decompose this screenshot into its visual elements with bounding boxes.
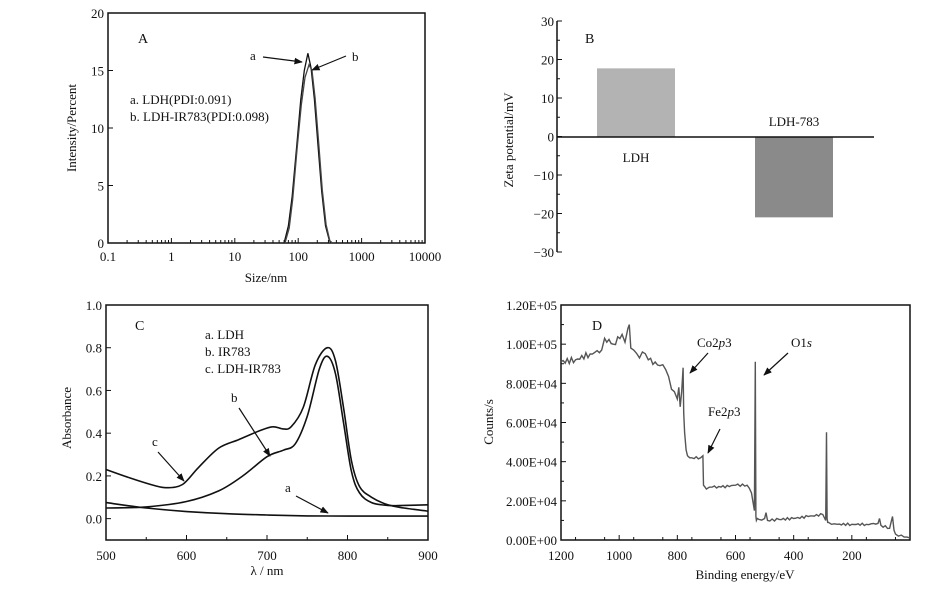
panel-b-ytick-label: 20 [541,53,554,68]
panel-a-xtick-label: 1000 [349,249,375,264]
panel-c-arrow-a [295,495,329,514]
panel-d-ytick-label: 0.00E+00 [506,533,557,548]
panel-a-label: A [138,32,149,47]
panel-a-annotation-b: b [352,49,359,64]
panel-d-label: D [592,319,602,334]
panel-d-annotation-fe: Fe2p3 [708,404,741,419]
panel-b-ytick-label: 10 [541,91,554,106]
panel-a-xtick-label: 10 [228,249,241,264]
panel-a-annotation-a: a [250,48,256,63]
panel-c-ytick-label: 1.0 [86,298,102,313]
panel-d-frame [560,304,911,541]
panel-d-xtick-label: 800 [668,548,688,563]
panel-b-category-0: LDH [623,150,650,165]
panel-d-ylabel: Counts/s [481,399,496,445]
panel-c-legend-1: b. IR783 [205,344,251,359]
panel-b-ytick-label: −30 [534,245,554,260]
panel-c-annotation-a: a [285,480,291,495]
panel-d-series-xps [560,324,911,539]
panel-c-ytick-label: 0.2 [86,469,102,484]
panel-d-arrow-co [689,352,709,374]
panel-b-bar-ldh [597,68,675,137]
panel-c-annotation-b: b [231,390,238,405]
panel-d-xtick-label: 600 [726,548,746,563]
panel-d-xtick-label: 200 [842,548,862,563]
panel-c-xtick-label: 600 [177,548,197,563]
panel-a-xtick-label: 10000 [409,249,442,264]
panel-d-xlabel: Binding energy/eV [695,567,795,582]
panel-d-ytick-label: 6.00E+04 [506,416,558,431]
panel-b-category-1: LDH-783 [769,114,820,129]
panel-c-label: C [135,319,144,334]
panel-c-legend-2: c. LDH-IR783 [205,361,281,376]
panel-a-ytick-label: 0 [98,236,105,251]
panel-c-legend-0: a. LDH [205,327,244,342]
panel-b: 30 20 10 0 −10 −20 −30 B LDH LDH-783 Zeta pote… [501,14,874,260]
panel-c-series-b [105,355,429,509]
panel-a-ytick-label: 5 [98,179,105,194]
panel-b-ytick-label: −10 [534,168,554,183]
panel-b-label: B [585,32,594,47]
panel-a-xlabel: Size/nm [245,270,288,285]
panel-d-annotation-co: Co2p3 [697,335,732,350]
panel-d-annotation-o: O1s [791,335,812,350]
panel-c-arrow-c [157,451,185,482]
panel-d-xtick-label: 1200 [548,548,574,563]
panel-b-ytick-label: 0 [548,130,555,145]
panel-a-ylabel: Intensity/Percent [64,84,79,172]
panel-a-ytick-label: 10 [91,121,104,136]
panel-b-bar-ldh-783 [755,136,833,218]
panel-d-arrow-o [763,352,789,376]
panel-a-xtick-label: 1 [168,249,175,264]
panel-c-series-a [105,501,428,517]
panel-b-ytick-label: −20 [534,207,554,222]
panel-d-xtick-label: 400 [784,548,804,563]
panel-a-ytick-label: 20 [91,6,104,21]
panel-d-ytick-label: 2.00E+04 [506,494,558,509]
panel-c: 500 600 700 800 900 0.0 0.2 0.4 0.6 0.8 1.0 C a. L… [59,298,438,578]
panel-c-xtick-label: 700 [257,548,277,563]
panel-c-ytick-label: 0.6 [86,383,103,398]
panel-d-ytick-label: 1.20E+05 [506,298,557,313]
panel-c-xtick-label: 500 [96,548,116,563]
panel-a-arrow-a [262,56,303,65]
panel-a-legend-0: a. LDH(PDI:0.091) [130,92,231,107]
panel-a-legend-1: b. LDH-IR783(PDI:0.098) [130,109,269,124]
panel-a-xtick-label: 0.1 [100,249,116,264]
panel-b-ytick-label: 30 [541,14,554,29]
panel-b-ylabel: Zeta potential/mV [501,92,516,188]
panel-a-series-b [284,63,333,244]
panel-c-xlabel: λ / nm [250,563,283,578]
panel-a-series-a [283,53,333,244]
panel-d-ytick-label: 1.00E+05 [506,337,557,352]
panel-d: 1200 1000 800 600 400 200 0.00E+00 2.00E+04 4.00… [481,298,911,582]
panel-a-arrow-b [311,55,347,71]
panel-c-ytick-label: 0.0 [86,512,102,527]
panel-c-xtick-label: 800 [338,548,358,563]
panel-c-ytick-label: 0.4 [86,426,103,441]
panel-d-xtick-label: 1000 [606,548,632,563]
panel-a: 0.1 1 10 100 1000 10000 0 5 10 15 20 A a. LDH(PDI:… [64,6,441,285]
panel-c-ylabel: Absorbance [59,387,74,449]
panel-a-frame [107,12,426,244]
panel-d-arrow-fe [707,428,721,454]
panel-c-ytick-label: 0.8 [86,341,102,356]
panel-a-xtick-label: 100 [288,249,308,264]
panel-c-annotation-c: c [152,434,158,449]
panel-c-arrow-b [238,407,271,457]
panel-d-ytick-label: 4.00E+04 [506,455,558,470]
panel-c-xtick-label: 900 [418,548,438,563]
panel-c-series-c [105,346,429,512]
panel-a-ytick-label: 15 [91,64,104,79]
panel-d-ytick-label: 8.00E+04 [506,376,558,391]
